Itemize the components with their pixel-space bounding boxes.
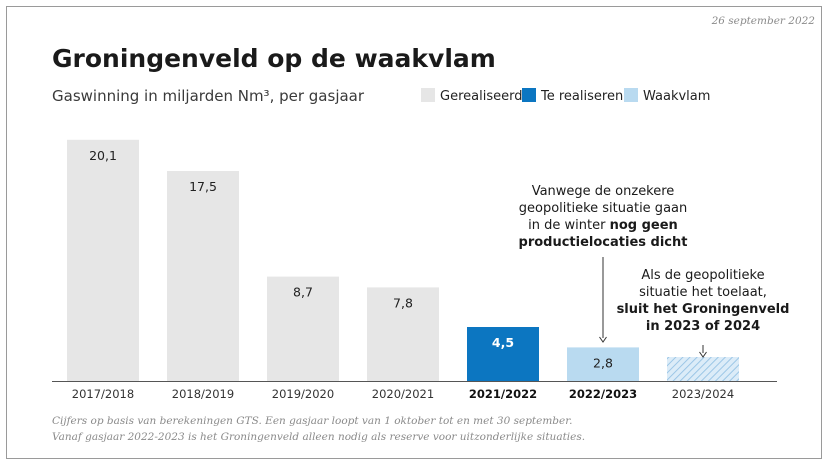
annotation-1-line-2: geopolitieke situatie gaan — [519, 201, 688, 216]
value-labels-group: 20,1 17,5 8,7 7,8 4,5 2,8 — [89, 148, 613, 371]
annotation-1-line-1: Vanwege de onzekere — [532, 184, 675, 199]
bar-2022/2023 — [567, 347, 639, 381]
bar-2017/2018 — [67, 139, 139, 381]
annotation-1-line-4: productielocaties dicht — [519, 235, 688, 250]
annotation-2-line-4: in 2023 of 2024 — [646, 319, 760, 334]
annotation-2-line-2: situatie het toelaat, — [639, 285, 767, 300]
legend-label-te_realiseren: Te realiseren — [540, 89, 623, 104]
bar-2018/2019 — [167, 171, 239, 381]
annotation-1-line-3: in de winter nog geen — [528, 218, 678, 233]
annotation-2-line-3: sluit het Groningenveld — [617, 302, 790, 317]
footnote-line-1: Cijfers op basis van berekeningen GTS. E… — [52, 415, 572, 427]
legend-swatch-waakvlam — [624, 88, 638, 102]
footnote-line-2: Vanaf gasjaar 2022-2023 is het Groningen… — [52, 431, 585, 443]
value-label-2017/2018: 20,1 — [89, 148, 117, 163]
legend-swatch-te_realiseren — [522, 88, 536, 102]
tick-label-2023/2024: 2023/2024 — [672, 387, 734, 401]
chart-title: Groningenveld op de waakvlam — [52, 44, 496, 73]
value-label-2018/2019: 17,5 — [189, 179, 217, 194]
bar-2020/2021 — [367, 287, 439, 381]
bars-group — [67, 139, 739, 381]
bar-2019/2020 — [267, 276, 339, 381]
annotation-2-arrowhead-icon — [699, 351, 707, 358]
legend-swatch-gerealiseerd — [421, 88, 435, 102]
annotation-1-arrowhead-icon — [599, 336, 607, 343]
value-label-2021/2022: 4,5 — [492, 335, 514, 350]
chart-subtitle: Gaswinning in miljarden Nm³, per gasjaar — [52, 87, 365, 105]
legend-label-gerealiseerd: Gerealiseerd — [440, 89, 522, 104]
tick-label-2017/2018: 2017/2018 — [72, 387, 134, 401]
annotation-2-line-1: Als de geopolitieke — [641, 268, 764, 283]
date-label: 26 september 2022 — [711, 15, 816, 27]
tick-label-2019/2020: 2019/2020 — [272, 387, 334, 401]
value-label-2020/2021: 7,8 — [393, 295, 413, 310]
tick-label-2021/2022: 2021/2022 — [469, 387, 537, 401]
chart-canvas: 26 september 2022 Groningenveld op de wa… — [52, 15, 816, 443]
legend-label-waakvlam: Waakvlam — [643, 89, 710, 104]
bar-2021/2022 — [467, 327, 539, 381]
chart-frame: 26 september 2022 Groningenveld op de wa… — [6, 6, 822, 459]
value-label-2019/2020: 8,7 — [293, 285, 313, 300]
tick-label-2022/2023: 2022/2023 — [569, 387, 637, 401]
value-label-2022/2023: 2,8 — [593, 355, 613, 370]
tick-label-2020/2021: 2020/2021 — [372, 387, 434, 401]
annotations-group: Vanwege de onzekere geopolitieke situatie… — [519, 184, 790, 358]
x-tick-labels-group: 2017/2018 2018/2019 2019/2020 2020/2021 2021… — [72, 387, 734, 401]
legend: Gerealiseerd Te realiseren Waakvlam — [421, 88, 710, 104]
bar-2023/2024 — [667, 357, 739, 381]
tick-label-2018/2019: 2018/2019 — [172, 387, 234, 401]
